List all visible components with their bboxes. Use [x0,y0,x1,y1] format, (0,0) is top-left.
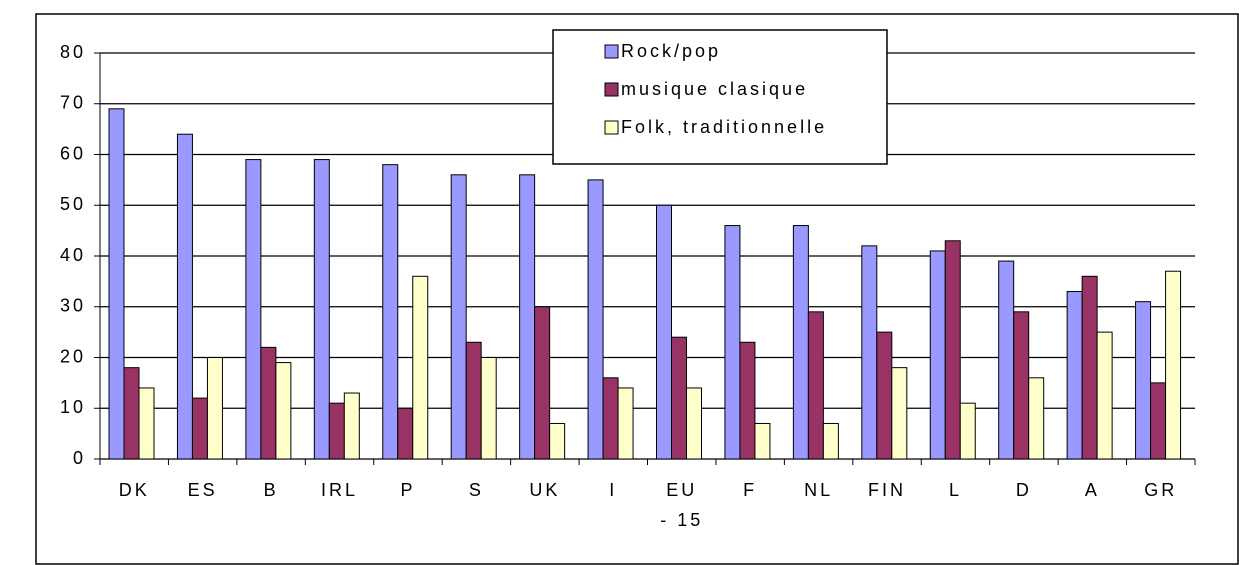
x-tick-label: P [400,480,416,500]
y-tick-label: 0 [73,448,86,468]
bar [792,225,809,460]
bar [549,422,566,460]
x-tick-label: ES [187,480,218,500]
bar [1066,291,1083,460]
y-tick-label: 30 [60,296,86,316]
bar [260,346,277,460]
legend-label: Rock/pop [621,41,721,61]
bar [724,225,741,460]
bar [108,108,125,460]
x-tick-label: NL [804,480,834,500]
bar [1013,311,1030,460]
bar [617,387,634,460]
x-tick-label: DK [118,480,150,500]
x-tick-label: F [743,480,758,500]
bar [519,174,536,460]
bar [739,341,756,460]
bar [343,392,360,460]
y-tick-label: 10 [60,397,86,417]
y-tick-label: 60 [60,143,86,163]
bar [1081,275,1098,460]
bar [397,407,414,460]
bar [1096,331,1113,460]
bar [822,422,839,460]
x-tick-label: S [468,480,484,500]
bar [138,387,155,460]
bar [754,422,771,460]
legend-swatch [604,120,619,135]
bar [807,311,824,460]
y-tick-label: 50 [60,194,86,214]
bar [671,336,687,460]
bar [1165,270,1182,460]
bar [861,245,878,460]
bar [686,387,702,460]
x-tick-label: UK [529,480,561,500]
bar [944,240,961,460]
y-tick-label: 80 [60,42,86,62]
bar [275,362,292,460]
bar [602,377,619,460]
bar [1150,382,1167,460]
bar [959,402,976,460]
bar [1028,377,1045,460]
bar [245,159,262,460]
legend-label: Folk, traditionnelle [621,117,827,137]
x-tick-label: L [948,480,962,500]
bar [998,260,1015,460]
bar [176,133,193,460]
bar [123,367,140,460]
x-tick-label: I [609,480,618,500]
legend-swatch [604,44,619,59]
bar [313,159,330,460]
bar [1135,301,1152,460]
y-tick-label: 70 [60,93,86,113]
bar [382,164,399,460]
x-tick-label: GR [1144,480,1178,500]
bar [876,331,893,460]
bar [891,367,908,460]
legend-swatch [604,82,619,97]
x-tick-label: D [1015,480,1032,500]
bar [191,397,208,460]
legend-label: musique clasique [621,79,808,99]
bar [412,275,429,460]
bar [480,357,497,460]
x-tick-label: B [263,480,279,500]
x-tick-label: A [1084,480,1100,500]
bar [929,250,946,460]
y-tick-label: 20 [60,346,86,366]
bar [656,204,672,460]
bar [465,341,482,460]
bar [587,179,604,460]
y-tick-label: 40 [60,245,86,265]
bar [534,306,551,460]
bar [450,174,467,460]
x-tick-label: FIN [868,480,907,500]
bar [328,402,345,460]
bar [206,357,223,460]
x-tick-label: IRL [321,480,359,500]
x-tick-label: EU - 15 [660,480,704,530]
